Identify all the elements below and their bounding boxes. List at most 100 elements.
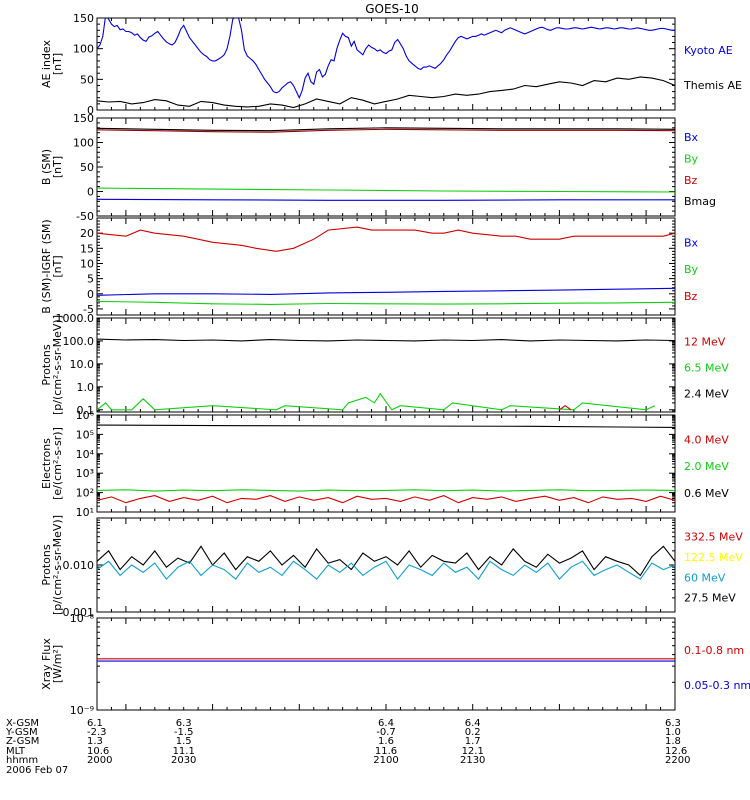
panel-6: 0.001 0.010 Protons[p/(cm²-s-sr-MeV)] 332.5… [40, 515, 743, 619]
y-tick-label: 5 [87, 273, 94, 286]
footer-value: 10.6 [87, 746, 109, 757]
y-tick-label: 10² [76, 487, 94, 500]
legend-entry: 6.5 MeV [684, 362, 729, 375]
y-tick-label: 10 [80, 257, 94, 270]
series-60-mev [97, 560, 675, 581]
legend-entry: Bmag [684, 195, 716, 208]
chart-title: GOES-10 [365, 2, 419, 16]
legend-entry: Themis AE [683, 79, 742, 92]
y-axis-label: [nT] [51, 255, 64, 277]
footer-value: 11.1 [173, 746, 195, 757]
legend-entry: 0.05-0.3 nm [684, 679, 750, 692]
y-tick-label: 10.0 [70, 358, 95, 371]
footer-value: 2030 [171, 755, 196, 766]
y-tick-label: 150 [73, 12, 94, 25]
y-axis-label: [W/m²] [51, 645, 64, 683]
y-tick-label: 20 [80, 227, 94, 240]
y-tick-label: -5 [83, 303, 94, 316]
footer-value: 2100 [373, 755, 398, 766]
y-tick-label: -50 [76, 210, 94, 223]
legend-entry: 0.6 MeV [684, 487, 729, 500]
y-axis-label: B (SM) [40, 149, 53, 185]
legend-entry: 60 MeV [684, 571, 726, 584]
y-tick-label: 0.1 [77, 404, 95, 417]
series-by [97, 300, 675, 305]
y-tick-label: 100.0 [63, 335, 95, 348]
series-12-mev [559, 405, 572, 411]
y-axis-label: [nT] [51, 156, 64, 178]
panel-4: 0.1 1.0 10.0 100.0 1000.0 Protons[p/(cm²-s-sr… [40, 312, 729, 417]
y-tick-label: 1.0 [77, 381, 95, 394]
footer-value: -0.7 [376, 727, 396, 738]
y-tick-label: 0.001 [63, 606, 95, 619]
footer-value: 6.3 [665, 718, 681, 729]
footer-row-label: Y-GSM [5, 727, 38, 738]
panel-frame [96, 317, 676, 413]
footer-value: 2200 [665, 755, 690, 766]
series-themis-ae [97, 76, 675, 109]
panel-5: 10¹ 10² 10³ 10⁴ 10⁵ 10⁶ Electrons[e/(cm²-s-sr)… [40, 409, 729, 519]
y-tick-label: 150 [73, 112, 94, 125]
legend-entry: 122.5 MeV [684, 551, 743, 564]
y-tick-label: 10¹ [76, 506, 94, 519]
legend-entry: By [684, 152, 699, 165]
footer-value: 12.6 [665, 746, 687, 757]
series-4-0-mev [97, 495, 675, 504]
panel-2: -50 0 50 100 150 B (SM)[nT] Bx By Bz Bmag [40, 112, 716, 223]
y-tick-label: 100 [73, 137, 94, 150]
y-tick-label: 15 [80, 242, 94, 255]
footer-row-label: 2006 Feb 07 [6, 765, 68, 776]
legend-entry: Bz [684, 290, 698, 303]
y-axis-label: [p/(cm²-s-sr-MeV)] [51, 315, 64, 415]
series-bx [97, 287, 675, 296]
y-axis-label: Protons [40, 544, 53, 585]
y-tick-label: 50 [80, 161, 94, 174]
panel-1: 0 50 100 150 AE index[nT] Kyoto AE Themis AE [40, 12, 742, 117]
panel-frame [96, 517, 676, 613]
footer-value: 6.3 [176, 718, 192, 729]
y-axis-label: AE index [40, 39, 53, 88]
series-kyoto-ae [97, 18, 675, 100]
series-6-5-mev [97, 392, 656, 411]
y-tick-label: 1000.0 [56, 312, 95, 325]
y-tick-label: 0.010 [63, 559, 95, 572]
footer-value: 1.7 [465, 736, 481, 747]
legend-entry: 12 MeV [684, 336, 726, 349]
y-axis-label: B (SM)-IGRF (SM) [40, 219, 53, 313]
legend-entry: 0.1-0.8 nm [684, 644, 744, 657]
footer-value: 1.6 [378, 736, 394, 747]
y-tick-label: 10⁻⁸ [70, 612, 95, 625]
legend-entry: 2.4 MeV [684, 388, 729, 401]
y-tick-label: 10⁻⁹ [70, 704, 94, 717]
footer-row-label: hhmm [6, 755, 38, 766]
footer-value: 1.8 [665, 736, 681, 747]
legend-entry: By [684, 263, 699, 276]
y-tick-label: 0 [87, 104, 94, 117]
series-2-0-mev [97, 489, 675, 492]
y-axis-label: [nT] [51, 53, 64, 75]
y-tick-label: 10⁴ [76, 448, 95, 461]
panel-frame [96, 217, 676, 316]
footer-value: 1.5 [176, 736, 192, 747]
series-bz [97, 128, 675, 133]
y-tick-label: 100 [73, 43, 94, 56]
footer-value: 6.4 [465, 718, 481, 729]
legend-entry: Bx [684, 131, 699, 144]
legend-entry: 2.0 MeV [684, 460, 729, 473]
footer-row-label: MLT [6, 746, 26, 757]
series-bmag [97, 127, 675, 132]
footer-value: -2.3 [87, 727, 107, 738]
legend-entry: Bx [684, 236, 699, 249]
footer-value: 2000 [87, 755, 112, 766]
y-axis-label: Electrons [40, 438, 53, 489]
legend-entry: 4.0 MeV [684, 433, 729, 446]
y-tick-label: 0 [87, 288, 94, 301]
footer-row-label: X-GSM [6, 718, 39, 729]
y-tick-label: 0 [87, 186, 94, 199]
footer-value: 6.4 [378, 718, 394, 729]
y-axis-label: Xray Flux [40, 638, 53, 690]
y-tick-label: 10⁶ [76, 409, 95, 422]
series-by [97, 187, 675, 193]
